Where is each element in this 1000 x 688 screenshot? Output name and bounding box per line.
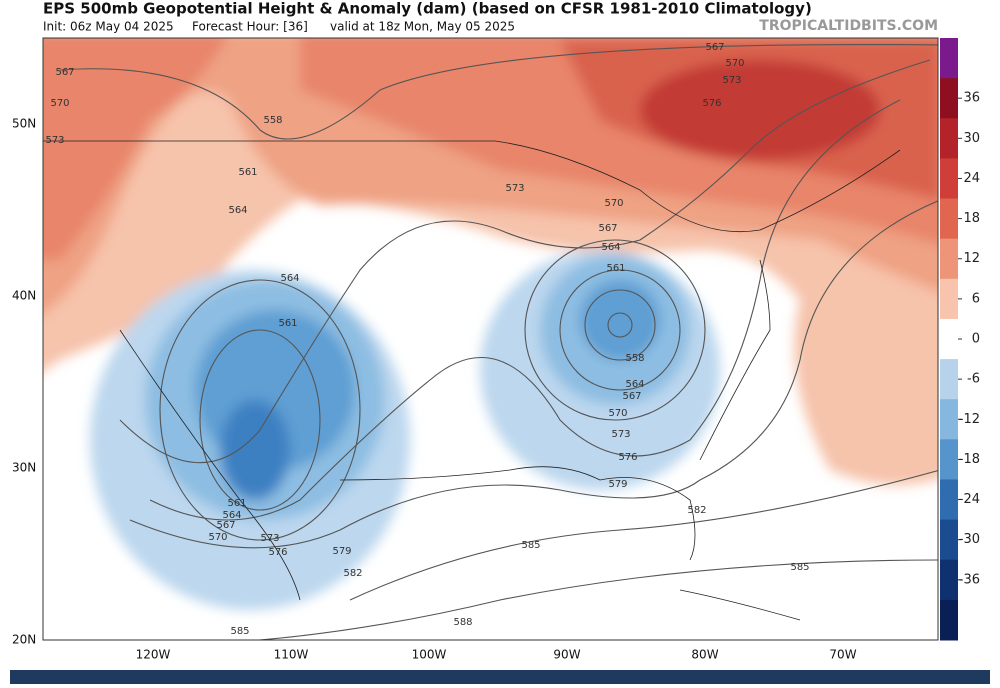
colorbar-swatch (940, 198, 958, 240)
colorbar-label: -12 (959, 412, 980, 427)
contour-label: 585 (230, 626, 249, 637)
colorbar-label: 24 (963, 171, 980, 186)
colorbar-swatch (940, 318, 958, 360)
lon-label: 90W (553, 648, 580, 662)
colorbar-swatch (940, 278, 958, 320)
colorbar-swatch (940, 38, 958, 79)
contour-label: 585 (790, 562, 809, 573)
contour-label: 573 (611, 429, 630, 440)
lat-label: 20N (12, 633, 36, 647)
colorbar-label: 30 (963, 131, 980, 146)
colorbar-label: 36 (963, 91, 980, 106)
contour-label: 573 (505, 183, 524, 194)
contour-label: 570 (604, 198, 623, 209)
contour-label: 567 (598, 223, 617, 234)
contour-label: 564 (222, 510, 241, 521)
colorbar-label: -6 (967, 372, 980, 387)
contour-label: 582 (687, 505, 706, 516)
contour-label: 561 (606, 263, 625, 274)
colorbar-label: -36 (959, 572, 980, 587)
lon-label: 80W (691, 648, 718, 662)
lon-label: 70W (829, 648, 856, 662)
contour-label: 558 (263, 115, 282, 126)
colorbar-swatch (940, 118, 958, 159)
contour-label: 567 (55, 67, 74, 78)
colorbar-swatch (940, 559, 958, 601)
colorbar-swatch (940, 158, 958, 200)
contour-label: 567 (216, 520, 235, 531)
contour-label: 564 (228, 205, 247, 216)
map-frame (42, 37, 939, 641)
contour-label: 582 (343, 568, 362, 579)
contour-label: 567 (622, 391, 641, 402)
contour-label: 570 (50, 98, 69, 109)
colorbar-label: 6 (972, 291, 980, 306)
contour-label: 561 (227, 498, 246, 509)
colorbar-swatch (940, 78, 958, 119)
contour-label: 576 (618, 452, 637, 463)
colorbar-swatch (940, 359, 958, 400)
contour-label: 558 (625, 353, 644, 364)
forecast-hour: Forecast Hour: [36] (192, 20, 308, 34)
contour-label: 564 (625, 379, 644, 390)
colorbar-label: -24 (959, 492, 980, 507)
colorbar-label: -18 (959, 452, 980, 467)
colorbar-label: -30 (959, 532, 980, 547)
lat-label: 30N (12, 461, 36, 475)
contour-label: 573 (260, 533, 279, 544)
contour-label: 579 (608, 479, 627, 490)
colorbar-label: 12 (963, 251, 980, 266)
contour-label: 573 (45, 135, 64, 146)
valid-time: valid at 18z Mon, May 05 2025 (330, 20, 515, 34)
contour-label: 564 (280, 273, 299, 284)
contour-label: 579 (332, 546, 351, 557)
contour-label: 573 (722, 75, 741, 86)
init-time: Init: 06z May 04 2025 (43, 20, 174, 34)
anomaly-shading (43, 38, 938, 610)
lon-label: 110W (274, 648, 309, 662)
colorbar-label: 18 (963, 211, 980, 226)
lon-label: 120W (136, 648, 171, 662)
bottom-bar (10, 670, 990, 684)
contour-label: 567 (705, 42, 724, 53)
contour-label: 576 (702, 98, 721, 109)
colorbar-swatch (940, 479, 958, 521)
contour-label: 570 (725, 58, 744, 69)
colorbar-swatch (940, 519, 958, 561)
boundaries (43, 140, 901, 621)
contour-label: 570 (208, 532, 227, 543)
contour-label: 561 (278, 318, 297, 329)
colorbar-swatch (940, 599, 958, 641)
lon-label: 100W (412, 648, 447, 662)
colorbar-swatch (940, 439, 958, 480)
colorbar-label: 0 (972, 332, 980, 347)
colorbar-swatch (940, 238, 958, 280)
contour-label: 570 (608, 408, 627, 419)
lat-label: 40N (12, 289, 36, 303)
contour-label: 588 (453, 617, 472, 628)
height-contours (43, 43, 938, 640)
colorbar-swatch (940, 399, 958, 440)
lat-label: 50N (12, 117, 36, 131)
brand: TROPICALTIDBITS.COM (759, 18, 938, 34)
contour-label: 561 (238, 167, 257, 178)
title: EPS 500mb Geopotential Height & Anomaly … (43, 0, 812, 18)
contour-label: 585 (521, 540, 540, 551)
contour-label: 564 (601, 242, 620, 253)
contour-label: 576 (268, 547, 287, 558)
